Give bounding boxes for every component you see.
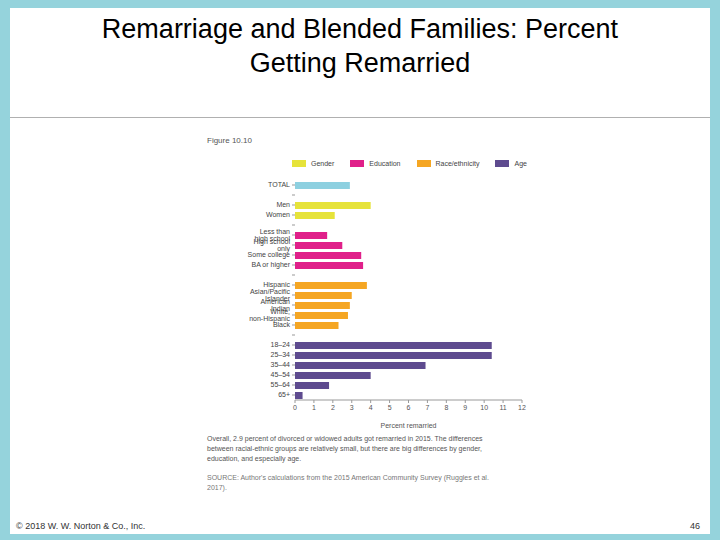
html-text:46: 46 [690, 521, 700, 531]
svg-text:35–44: 35–44 [271, 361, 291, 368]
html-text:Overall, 2.9 percent of divorc: Overall, 2.9 percent of divorced or wido… [207, 435, 483, 462]
svg-text:1: 1 [312, 404, 316, 411]
svg-text:Women: Women [266, 211, 290, 218]
svg-text:10: 10 [480, 404, 488, 411]
html-text:SOURCE: Author's calculations: SOURCE: Author's calculations from the 2… [207, 474, 489, 491]
html-text:Race/ethnicity: Race/ethnicity [435, 160, 480, 167]
svg-text:65+: 65+ [278, 391, 290, 398]
svg-text:Black: Black [273, 321, 291, 328]
html-text:Less than: Less than [259, 228, 290, 235]
svg-text:11: 11 [499, 404, 506, 411]
html-text:White,: White, [270, 308, 290, 315]
svg-text:25–34: 25–34 [271, 351, 291, 358]
svg-text:7: 7 [425, 404, 429, 411]
html-text:only: only [277, 245, 290, 252]
svg-text:3: 3 [350, 404, 354, 411]
svg-text:8: 8 [444, 404, 448, 411]
html-text:Asian/Pacific: Asian/Pacific [249, 288, 290, 295]
html-text:Gender: Gender [311, 160, 335, 167]
html-text:Age: Age [514, 160, 527, 167]
html-text:Getting Remarried: Getting Remarried [249, 48, 471, 78]
svg-text:Men: Men [276, 201, 290, 208]
svg-text:2: 2 [331, 404, 335, 411]
html-text:American: American [260, 298, 290, 305]
svg-text:55–64: 55–64 [271, 381, 291, 388]
svg-text:18–24: 18–24 [271, 341, 291, 348]
svg-text:BA or higher: BA or higher [251, 261, 290, 269]
svg-text:12: 12 [518, 404, 526, 411]
svg-text:Hispanic: Hispanic [263, 281, 290, 289]
svg-text:0: 0 [293, 404, 297, 411]
html-text:© 2018 W. W. Norton & Co., Inc: © 2018 W. W. Norton & Co., Inc. [16, 521, 146, 531]
html-text:Figure 10.10: Figure 10.10 [207, 136, 252, 145]
svg-text:TOTAL: TOTAL [268, 181, 290, 188]
svg-text:6: 6 [407, 404, 411, 411]
svg-text:9: 9 [463, 404, 467, 411]
svg-text:45–54: 45–54 [271, 371, 291, 378]
svg-text:5: 5 [388, 404, 392, 411]
svg-text:Percent remarried: Percent remarried [380, 422, 436, 429]
html-text:high school: high school [254, 235, 290, 242]
svg-text:4: 4 [369, 404, 373, 411]
html-text:Remarriage and Blended Familie: Remarriage and Blended Families: Percent [101, 14, 619, 44]
html-text:High school: High school [253, 238, 290, 245]
html-text:Islander: Islander [265, 295, 290, 302]
html-text:non-Hispanic: non-Hispanic [249, 315, 290, 322]
svg-text:Some college: Some college [248, 251, 291, 259]
html-text:Education: Education [369, 160, 401, 167]
html-text:Indian: Indian [270, 305, 290, 312]
